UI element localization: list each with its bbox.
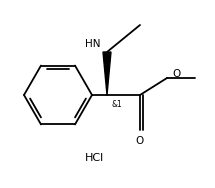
Polygon shape xyxy=(103,52,111,95)
Text: &1: &1 xyxy=(112,100,123,109)
Text: O: O xyxy=(136,136,144,146)
Text: HCl: HCl xyxy=(85,153,105,163)
Text: O: O xyxy=(172,69,180,79)
Text: HN: HN xyxy=(86,39,101,49)
